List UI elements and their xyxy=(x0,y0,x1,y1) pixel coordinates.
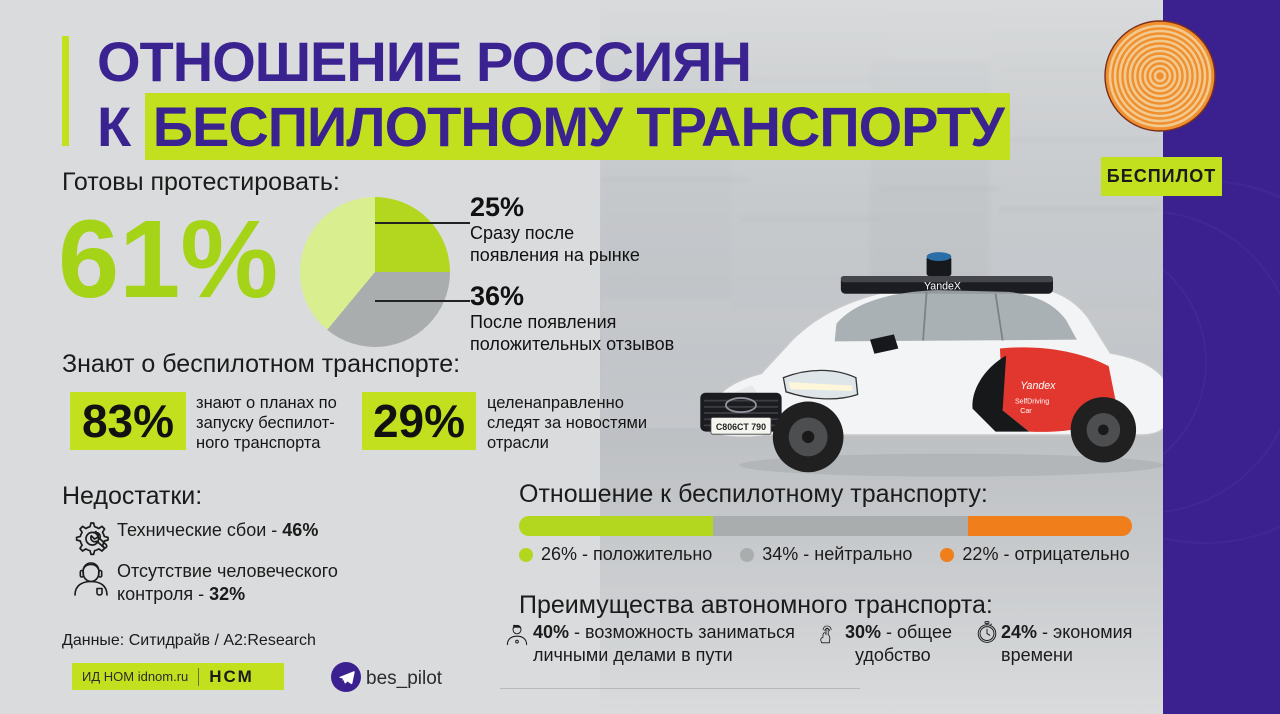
svg-text:C806CT 790: C806CT 790 xyxy=(716,422,766,432)
svg-text:Yandex: Yandex xyxy=(1020,380,1056,392)
svg-text:SelfDriving: SelfDriving xyxy=(1015,398,1049,405)
svg-text:Car: Car xyxy=(1020,408,1032,415)
